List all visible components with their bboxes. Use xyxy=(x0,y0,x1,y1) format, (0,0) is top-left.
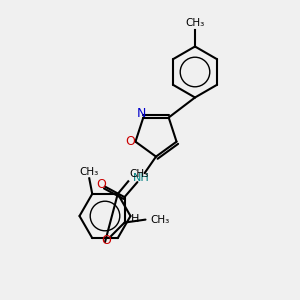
Text: CH₃: CH₃ xyxy=(150,214,169,225)
Text: O: O xyxy=(102,234,111,247)
Text: CH₃: CH₃ xyxy=(79,167,98,176)
Text: NH: NH xyxy=(133,172,149,183)
Text: CH₃: CH₃ xyxy=(185,19,205,28)
Text: N: N xyxy=(137,107,146,120)
Text: O: O xyxy=(125,135,135,148)
Text: O: O xyxy=(97,178,106,191)
Text: H: H xyxy=(131,214,140,224)
Text: CH₃: CH₃ xyxy=(129,169,148,179)
